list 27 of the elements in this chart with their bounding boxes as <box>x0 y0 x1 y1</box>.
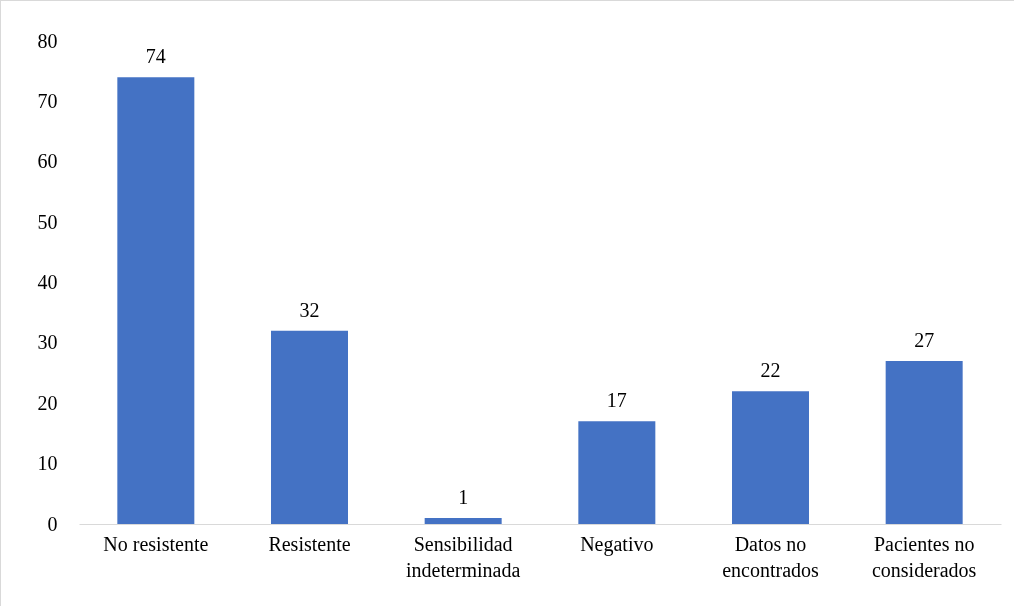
bar <box>885 360 963 524</box>
y-tick-label: 60 <box>37 150 58 173</box>
bar <box>732 391 809 524</box>
y-tick-label: 40 <box>37 271 58 293</box>
y-tick-label: 80 <box>37 29 58 52</box>
data-label: 74 <box>145 45 166 68</box>
x-tick-label: Negativo <box>580 532 654 556</box>
bar <box>424 517 502 524</box>
x-tick-label: Pacientes no considerados <box>871 532 977 581</box>
data-label: 1 <box>458 485 469 508</box>
x-tick-label: Sensibilidad indeterminada <box>405 532 521 581</box>
x-tick-label: No resistente <box>103 532 209 555</box>
data-label: 22 <box>760 359 781 382</box>
x-tick-label: Resistente <box>268 532 351 555</box>
y-tick-label: 20 <box>37 391 58 414</box>
data-label: 27 <box>914 328 935 351</box>
bar <box>271 330 348 524</box>
bar <box>578 421 656 524</box>
y-tick-label: 10 <box>37 452 58 475</box>
y-tick-label: 70 <box>37 89 58 112</box>
y-tick-label: 50 <box>37 210 58 233</box>
bar <box>117 77 195 524</box>
y-tick-label: 0 <box>47 512 58 535</box>
data-label: 17 <box>606 389 627 412</box>
data-label: 32 <box>299 298 320 321</box>
x-tick-label: Datos no encontrados <box>722 532 820 581</box>
y-tick-label: 30 <box>37 331 58 354</box>
